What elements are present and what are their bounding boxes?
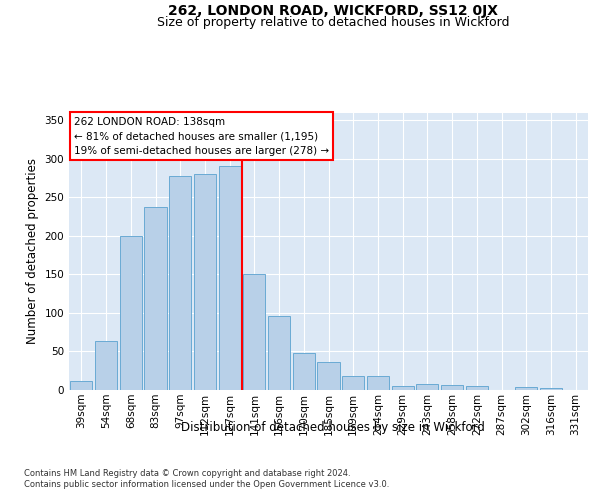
Bar (194, 174, 216, 390)
Text: Distribution of detached houses by size in Wickford: Distribution of detached houses by size … (181, 421, 485, 434)
Bar (466, 386, 488, 390)
Bar (540, 388, 562, 390)
Bar (392, 386, 414, 390)
Bar (342, 376, 364, 390)
Bar (70, 381, 92, 390)
Text: 262 LONDON ROAD: 138sqm
← 81% of detached houses are smaller (1,195)
19% of semi: 262 LONDON ROAD: 138sqm ← 81% of detache… (74, 116, 329, 156)
Bar (145, 206, 167, 390)
Bar (95, 342, 117, 390)
Bar (268, 316, 290, 390)
Y-axis label: Number of detached properties: Number of detached properties (26, 158, 39, 344)
Bar (169, 176, 191, 390)
Bar (218, 166, 241, 390)
Text: 262, LONDON ROAD, WICKFORD, SS12 0JX: 262, LONDON ROAD, WICKFORD, SS12 0JX (168, 4, 498, 18)
Bar (119, 236, 142, 390)
Bar (515, 387, 538, 390)
Bar (367, 376, 389, 390)
Text: Contains HM Land Registry data © Crown copyright and database right 2024.: Contains HM Land Registry data © Crown c… (24, 469, 350, 478)
Bar (416, 384, 439, 390)
Bar (293, 353, 315, 390)
Text: Contains public sector information licensed under the Open Government Licence v3: Contains public sector information licen… (24, 480, 389, 489)
Bar (317, 362, 340, 390)
Bar (243, 274, 265, 390)
Text: Size of property relative to detached houses in Wickford: Size of property relative to detached ho… (157, 16, 509, 29)
Bar (441, 384, 463, 390)
